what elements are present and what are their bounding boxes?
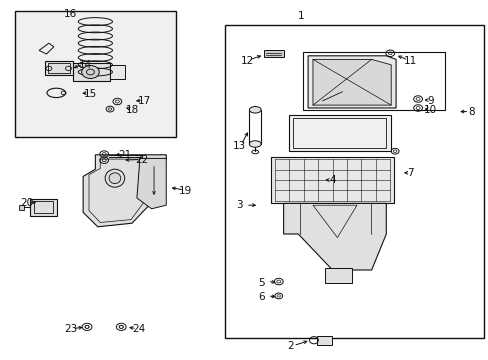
Text: 10: 10 (423, 105, 436, 115)
Ellipse shape (109, 173, 121, 184)
Text: 4: 4 (328, 175, 335, 185)
Ellipse shape (249, 141, 261, 147)
Bar (264, 50, 283, 57)
Bar (19, 205, 24, 210)
Text: 18: 18 (125, 105, 139, 115)
Bar (34, 201, 53, 213)
Bar (288, 115, 390, 151)
Polygon shape (283, 203, 386, 270)
Text: 20: 20 (20, 198, 33, 208)
Text: 13: 13 (232, 141, 246, 151)
Text: 11: 11 (403, 56, 417, 66)
Text: 21: 21 (118, 150, 131, 160)
Bar (293, 118, 386, 148)
Bar (271, 157, 393, 203)
Text: 19: 19 (179, 186, 192, 196)
Bar (15, 11, 176, 137)
Text: 7: 7 (407, 168, 413, 178)
Text: 16: 16 (64, 9, 78, 19)
Circle shape (81, 66, 99, 78)
Bar (325, 268, 351, 283)
Text: 2: 2 (287, 341, 294, 351)
Text: 12: 12 (240, 56, 253, 66)
Polygon shape (312, 59, 390, 105)
Bar (30, 199, 57, 216)
Bar (316, 336, 331, 345)
Bar (73, 63, 110, 81)
Text: 5: 5 (258, 278, 264, 288)
Polygon shape (137, 158, 166, 209)
Text: 22: 22 (135, 155, 148, 165)
Text: 15: 15 (83, 89, 97, 99)
Ellipse shape (249, 107, 261, 113)
Text: 23: 23 (64, 324, 78, 334)
Bar (224, 25, 483, 338)
Polygon shape (83, 155, 166, 227)
Text: 6: 6 (258, 292, 264, 302)
Bar (110, 65, 124, 79)
Polygon shape (307, 56, 395, 108)
Text: 1: 1 (297, 11, 304, 21)
Text: 14: 14 (79, 60, 92, 70)
Text: 9: 9 (426, 96, 433, 106)
Text: 24: 24 (132, 324, 146, 334)
Text: 3: 3 (236, 200, 243, 210)
Text: 8: 8 (468, 107, 474, 117)
Bar (303, 52, 444, 110)
Bar (48, 63, 70, 73)
Bar (45, 61, 73, 75)
Text: 17: 17 (137, 96, 151, 106)
